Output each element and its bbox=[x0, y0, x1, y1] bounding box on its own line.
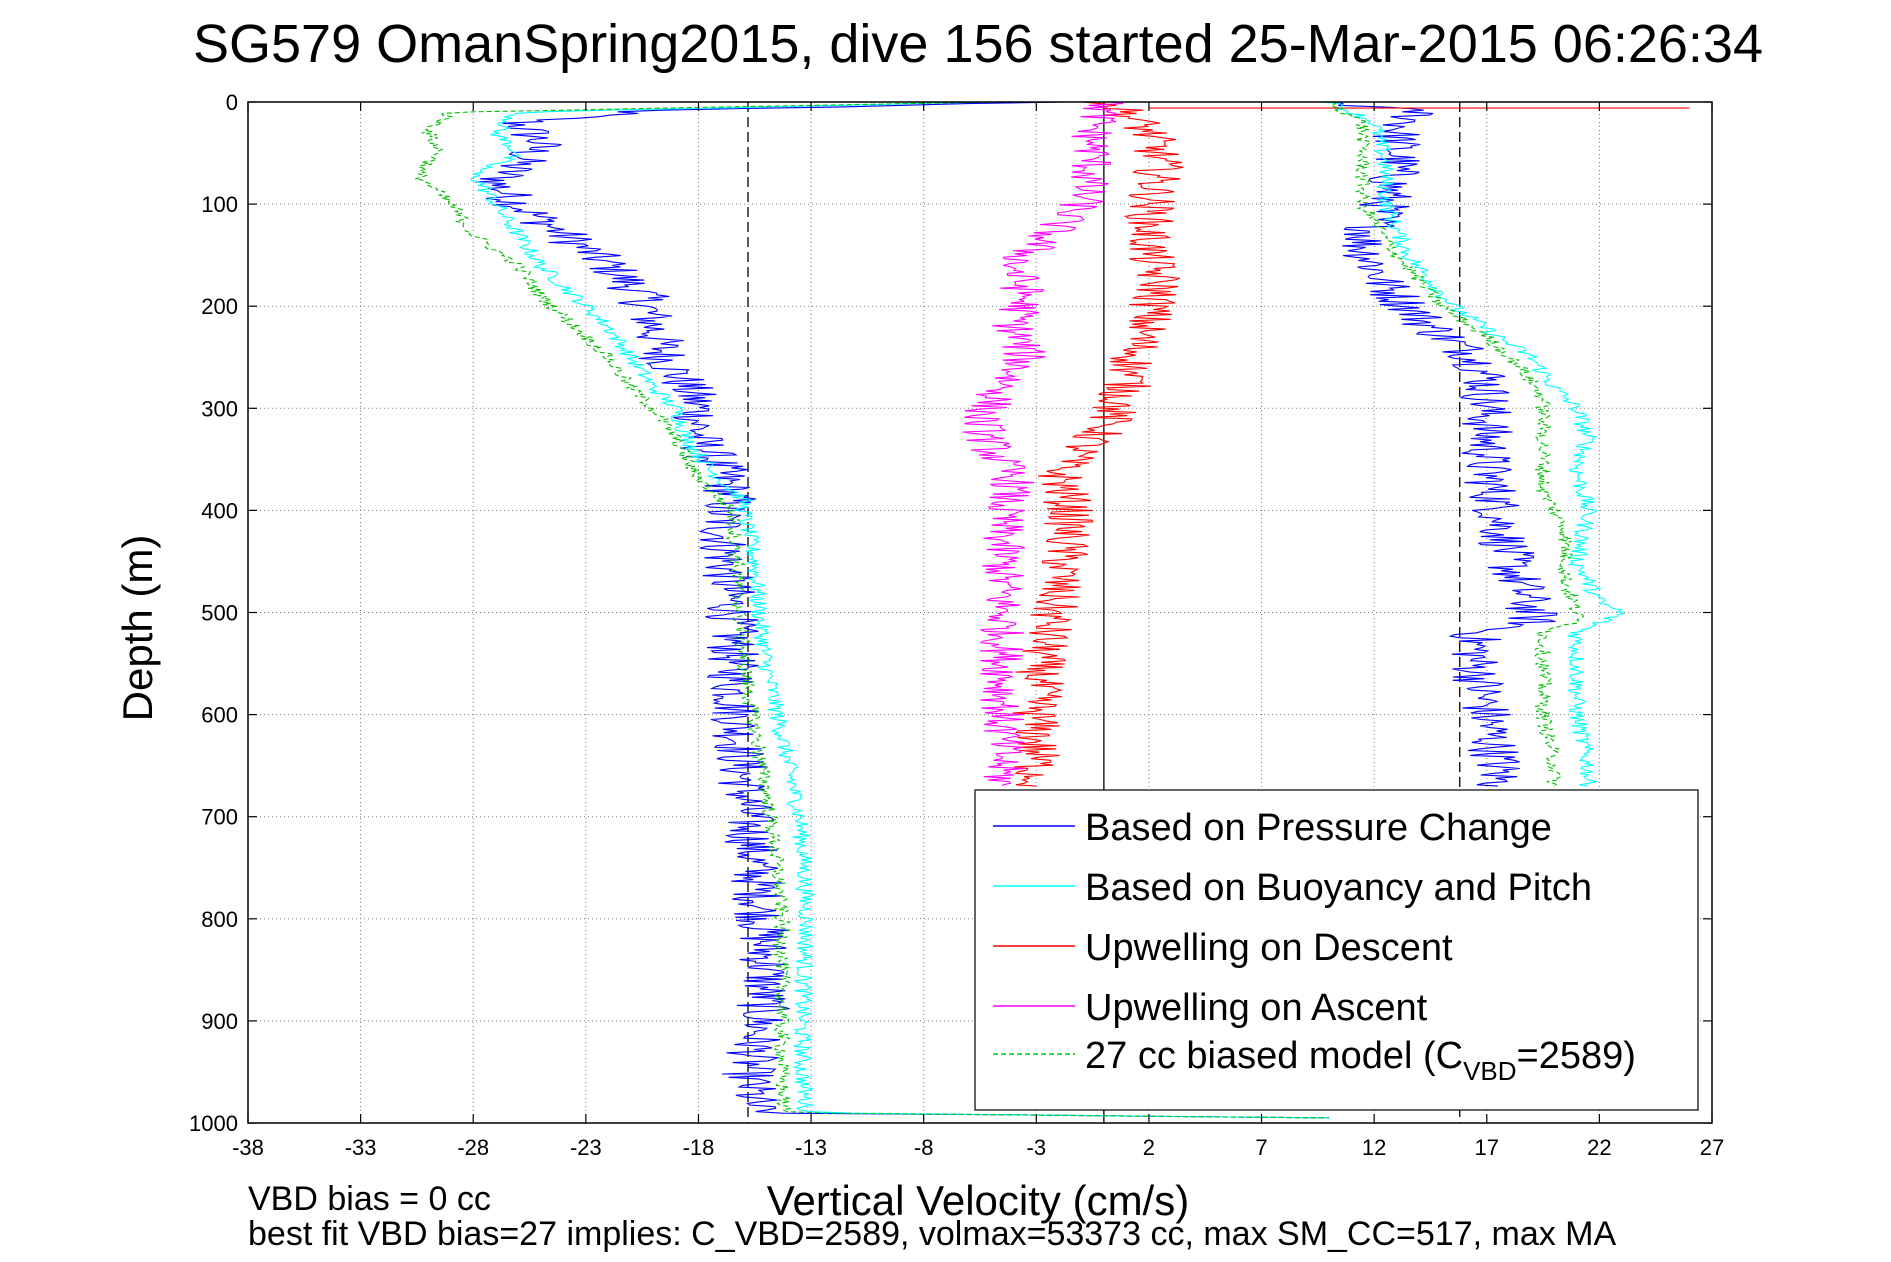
chart-title: SG579 OmanSpring2015, dive 156 started 2… bbox=[193, 14, 1763, 74]
series-1 bbox=[470, 101, 1625, 1119]
ticks bbox=[247, 101, 1713, 1124]
series-0 bbox=[475, 101, 1558, 1119]
legend-label-subscript: VBD bbox=[1463, 1056, 1516, 1086]
y-tick-label: 700 bbox=[201, 805, 238, 830]
legend-label: Upwelling on Ascent bbox=[1085, 987, 1428, 1029]
x-tick-label: 17 bbox=[1475, 1135, 1499, 1160]
series-line bbox=[1327, 101, 1558, 787]
x-tick-label: 2 bbox=[1143, 1135, 1155, 1160]
x-tick-label: 12 bbox=[1362, 1135, 1386, 1160]
series-line bbox=[470, 101, 1330, 1119]
y-tick-label: 600 bbox=[201, 703, 238, 728]
series-4 bbox=[415, 101, 1584, 1119]
legend-box bbox=[974, 789, 1699, 1111]
legend-label-tail: =2589) bbox=[1517, 1035, 1636, 1077]
series-line bbox=[415, 101, 1330, 1119]
y-tick-label: 0 bbox=[226, 90, 238, 115]
footer-fit-text: best fit VBD bias=27 implies: C_VBD=2589… bbox=[248, 1215, 1617, 1253]
footer-bias-text: VBD bias = 0 cc bbox=[248, 1180, 491, 1218]
x-axis-label: Vertical Velocity (cm/s) bbox=[767, 1177, 1189, 1224]
x-tick-label: -18 bbox=[683, 1135, 715, 1160]
series-3 bbox=[962, 101, 1124, 787]
x-tick-labels: -38 -33 -28 -23 -18 -13 -8 -3 2 7 12 17 22 27 bbox=[232, 1135, 1724, 1160]
y-tick-label: 300 bbox=[201, 396, 238, 421]
x-tick-label: -28 bbox=[457, 1135, 489, 1160]
x-tick-label: 7 bbox=[1255, 1135, 1267, 1160]
x-tick-label: -3 bbox=[1027, 1135, 1047, 1160]
y-tick-labels: 0 100 200 300 400 500 600 700 800 900 1000 bbox=[189, 90, 238, 1136]
y-tick-label: 900 bbox=[201, 1009, 238, 1034]
series-line bbox=[1320, 101, 1625, 787]
legend: Based on Pressure Change Based on Buoyanc… bbox=[974, 789, 1699, 1111]
y-tick-label: 500 bbox=[201, 601, 238, 626]
legend-label: Upwelling on Descent bbox=[1085, 927, 1453, 969]
x-tick-label: -8 bbox=[914, 1135, 934, 1160]
x-tick-label: 27 bbox=[1700, 1135, 1724, 1160]
y-tick-label: 400 bbox=[201, 498, 238, 523]
x-tick-label: -33 bbox=[345, 1135, 377, 1160]
y-axis-label: Depth (m) bbox=[114, 535, 161, 722]
legend-label: Based on Pressure Change bbox=[1085, 807, 1552, 849]
series-line bbox=[1329, 101, 1584, 787]
y-tick-label: 1000 bbox=[189, 1111, 238, 1136]
series-line bbox=[475, 101, 1330, 1119]
series-line bbox=[1012, 101, 1184, 787]
y-tick-label: 800 bbox=[201, 907, 238, 932]
x-tick-label: 22 bbox=[1587, 1135, 1611, 1160]
x-tick-label: -38 bbox=[232, 1135, 264, 1160]
x-tick-label: -23 bbox=[570, 1135, 602, 1160]
legend-label: Based on Buoyancy and Pitch bbox=[1085, 867, 1592, 909]
y-tick-label: 100 bbox=[201, 192, 238, 217]
y-tick-label: 200 bbox=[201, 294, 238, 319]
series-line bbox=[962, 101, 1124, 787]
x-tick-label: -13 bbox=[795, 1135, 827, 1160]
